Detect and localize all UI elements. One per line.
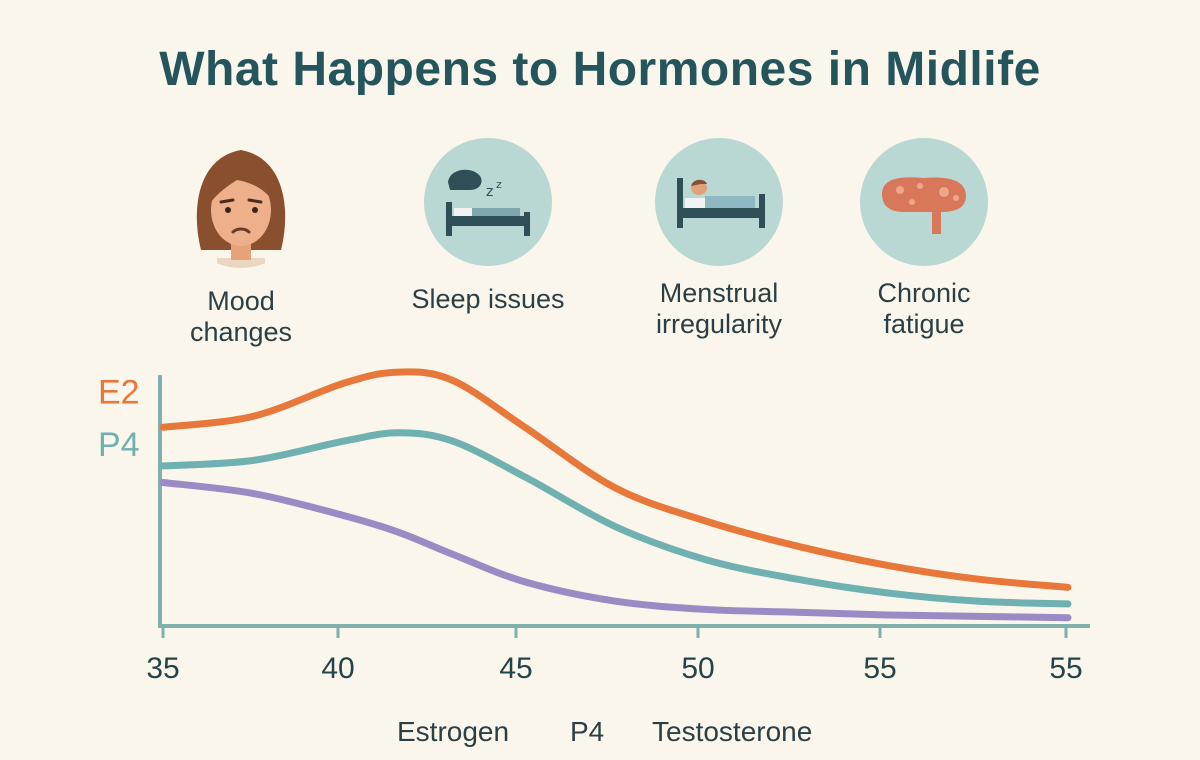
worried-face-icon: [177, 140, 305, 268]
hormone-line-chart: 35 40 45 50 55 55 E2 P4: [98, 368, 1090, 685]
fatigue-organ-icon: [860, 138, 988, 266]
x-tick-label: 50: [681, 652, 714, 685]
x-tick-label: 55: [1049, 652, 1082, 685]
symptom-label-line2: changes: [189, 317, 293, 347]
symptom-mood-changes: Mood changes: [146, 140, 336, 348]
svg-text:z: z: [496, 178, 502, 191]
x-tick-label: 45: [499, 652, 532, 685]
symptom-chronic-fatigue: Chronic fatigue: [829, 138, 1019, 340]
symptom-sleep-issues: z z Sleep issues: [393, 138, 583, 315]
person-in-bed-icon: [655, 138, 783, 266]
legend-item-p4: P4: [570, 716, 605, 747]
symptom-menstrual-irregularity: Menstrual irregularity: [624, 138, 814, 340]
x-tick-label: 55: [863, 652, 896, 685]
x-tick-label: 40: [321, 652, 354, 685]
page-title: What Happens to Hormones in Midlife: [159, 43, 1041, 96]
symptom-label-line2: irregularity: [655, 309, 783, 339]
series-line-e2: [159, 368, 1072, 591]
symptom-label-line1: Sleep issues: [411, 284, 565, 314]
series-label-p4: P4: [98, 426, 140, 464]
series-line-p4: [159, 429, 1072, 608]
legend-item-estrogen: Estrogen: [397, 716, 510, 747]
series-line-testosterone: [159, 478, 1072, 622]
x-tick-label: 35: [146, 652, 179, 685]
symptom-label-line1: Menstrual: [659, 278, 779, 308]
sleeping-in-bed-icon: z z: [424, 138, 552, 266]
symptom-label-line1: Mood: [207, 286, 275, 316]
symptom-label-line1: Chronic: [877, 278, 971, 308]
svg-text:z: z: [486, 184, 493, 200]
series-label-e2: E2: [98, 373, 140, 411]
symptom-label-line2: fatigue: [883, 309, 965, 339]
legend-item-testosterone: Testosterone: [652, 716, 813, 747]
